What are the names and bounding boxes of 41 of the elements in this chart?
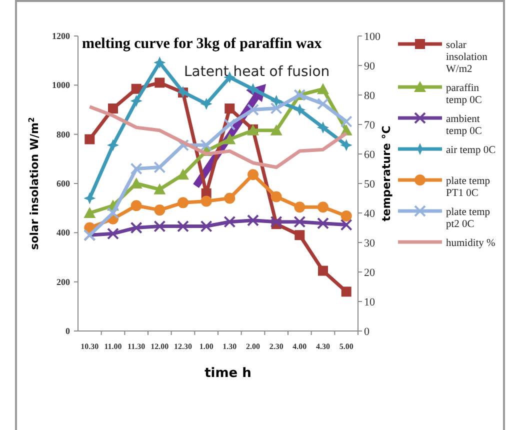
y2-tick-label: 50 (364, 178, 376, 190)
x-tick-label: 11.00 (104, 342, 122, 351)
x-tick-label: 5.00 (339, 342, 354, 351)
y-tick-label: 1200 (52, 31, 70, 41)
y2-axis-title: temperature °C (380, 126, 393, 222)
y2-tick-label: 40 (364, 208, 376, 220)
x-tick-label: 1.00 (199, 342, 214, 351)
x-tick-label: 4.30 (316, 342, 330, 351)
legend-label: paraffin temp 0C (446, 83, 482, 106)
y2-tick-label: 90 (364, 60, 376, 72)
x-tick-label: 10.30 (80, 342, 99, 351)
y2-tick-label: 20 (364, 267, 376, 279)
y-tick-label: 1000 (52, 80, 70, 90)
x-tick-label: 12.00 (150, 342, 169, 351)
chart-title: melting curve for 3kg of paraffin wax (82, 36, 322, 52)
legend-label: plate temp PT1 0C (446, 176, 490, 199)
y2-tick-label: 60 (364, 149, 376, 161)
legend-label: plate temp pt2 0C (446, 207, 490, 230)
y-tick-label: 0 (66, 326, 70, 336)
x-tick-label: 11.30 (128, 342, 146, 351)
x-tick-label: 1.30 (222, 342, 237, 351)
y-tick-label: 200 (56, 276, 70, 287)
legend-label: solar insolation W/m2 (446, 40, 488, 75)
annotation: Latent heat of fusion (184, 64, 330, 80)
legend-label: humidity % (446, 238, 496, 249)
y2-tick-label: 0 (364, 326, 370, 338)
x-tick-label: 2.00 (246, 342, 260, 351)
y2-tick-label: 30 (364, 238, 376, 250)
x-axis-title: time h (204, 366, 252, 381)
x-tick-label: 2.30 (269, 342, 284, 351)
x-tick-label: 4.00 (292, 342, 307, 351)
y-tick-label: 800 (56, 129, 70, 140)
y2-tick-label: 100 (364, 31, 381, 43)
legend-label: ambient temp 0C (446, 114, 482, 137)
y2-tick-label: 80 (364, 90, 376, 102)
y2-tick-label: 70 (364, 120, 376, 132)
y2-tick-label: 10 (364, 296, 376, 308)
y-tick-label: 600 (56, 178, 70, 188)
y-tick-label: 400 (56, 228, 70, 238)
legend-label: air temp 0C (446, 145, 496, 156)
x-tick-label: 12.30 (174, 342, 192, 351)
